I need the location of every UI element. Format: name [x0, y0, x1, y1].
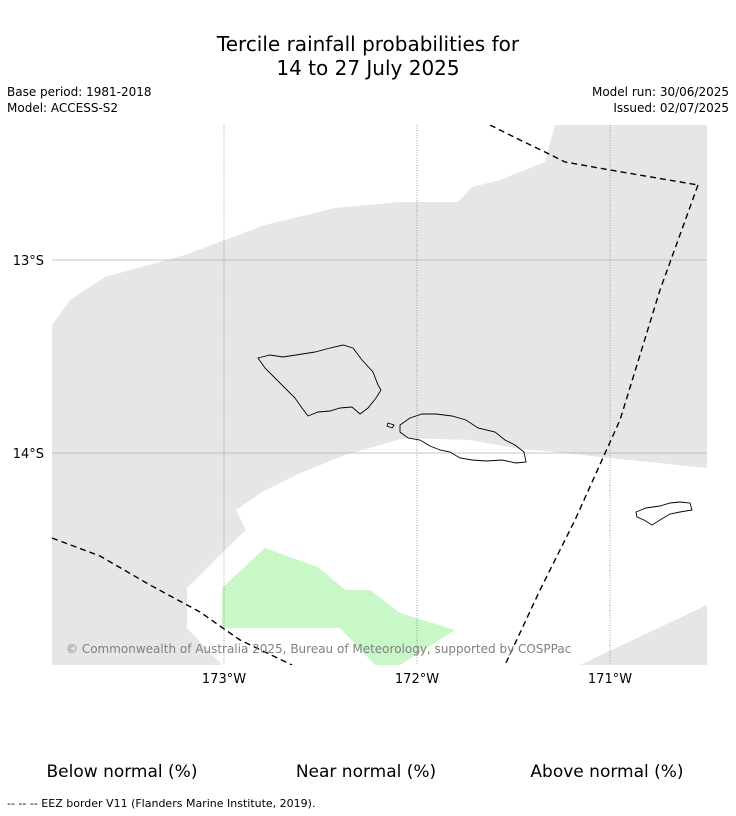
upolu-coast — [399, 413, 527, 464]
eez-border-north — [489, 125, 699, 186]
map-figure: 13°S 14°S 173°W 172°W 171°W © Commonweal… — [13, 125, 707, 687]
savaii-coast — [257, 344, 382, 417]
lon-label-171w: 171°W — [588, 672, 632, 687]
eez-border-east — [504, 184, 699, 665]
eez-borders — [52, 125, 699, 665]
eez-footnote: -- -- -- EEZ border V11 (Flanders Marine… — [7, 797, 316, 810]
manono-coast — [386, 422, 395, 429]
lon-label-173w: 173°W — [202, 672, 246, 687]
below-normal-title: Below normal (%) — [46, 762, 198, 782]
near-normal-region-se — [580, 605, 707, 665]
title-line-1: Tercile rainfall probabilities for — [216, 32, 520, 56]
eez-border-southwest — [52, 537, 293, 665]
issued-date: Issued: 02/07/2025 — [613, 101, 729, 115]
coastlines — [257, 344, 693, 526]
title-line-2: 14 to 27 July 2025 — [276, 56, 460, 80]
map-panel — [52, 125, 707, 665]
model-run: Model run: 30/06/2025 — [591, 85, 729, 99]
base-period: Base period: 1981-2018 — [7, 85, 152, 99]
graticule — [52, 125, 707, 665]
model-name: Model: ACCESS-S2 — [7, 101, 119, 115]
above-normal-region — [222, 548, 455, 665]
tutuila-coast — [635, 501, 693, 526]
lon-label-172w: 172°W — [395, 672, 439, 687]
copyright-note: © Commonwealth of Australia 2025, Bureau… — [66, 642, 571, 656]
above-normal-title: Above normal (%) — [530, 762, 684, 782]
near-normal-title: Near normal (%) — [295, 762, 437, 782]
lat-label-13s: 13°S — [13, 254, 44, 269]
lat-label-14s: 14°S — [13, 447, 44, 462]
